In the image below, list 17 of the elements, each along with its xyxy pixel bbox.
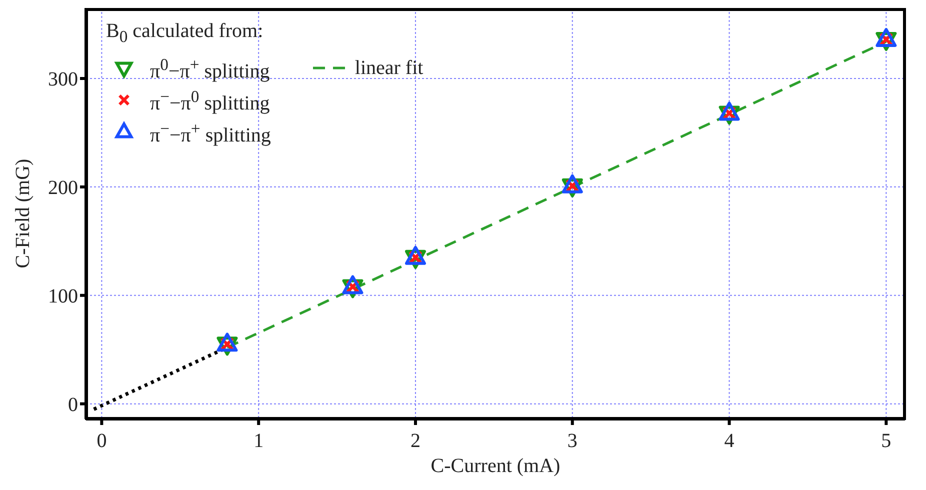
x-tick-label: 2 [410, 430, 420, 452]
x-axis-title: C-Current (mA) [430, 455, 560, 477]
y-tick-label: 200 [48, 177, 78, 200]
y-tick-label: 300 [48, 68, 78, 91]
y-tick-label: 0 [68, 394, 78, 416]
x-tick-label: 5 [881, 430, 892, 452]
x-tick-label: 0 [96, 430, 107, 452]
legend-label: π$^{−}$−π$^{+}$ splitting [150, 118, 271, 148]
legend-label: π$^{0}$−π$^{+}$ splitting [150, 54, 270, 84]
legend-title: B$_{0}$ calculated from: [106, 19, 264, 48]
y-axis-title: C-Field (mG) [12, 158, 34, 268]
x-tick-label: 4 [724, 430, 734, 452]
legend-label: π$^{−}$−π$^{0}$ splitting [150, 86, 270, 116]
x-tick-label: 3 [567, 430, 578, 452]
x-tick-label: 1 [254, 430, 264, 452]
legend-label: linear fit [354, 56, 424, 81]
y-tick-label: 100 [48, 285, 78, 308]
